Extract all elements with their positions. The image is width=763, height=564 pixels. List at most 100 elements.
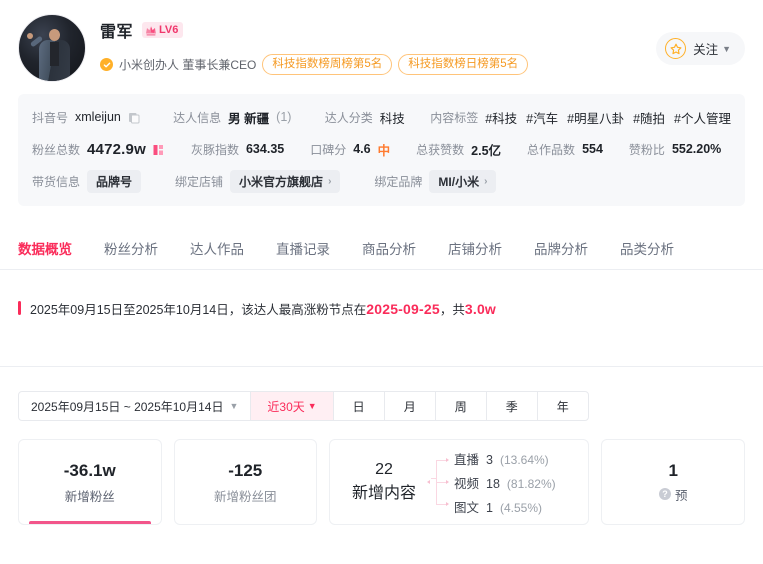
- field-commerce-info: 带货信息 品牌号: [32, 169, 142, 193]
- rank-pill-daily[interactable]: 科技指数榜日榜第5名: [398, 54, 529, 75]
- field-bound-shop-label: 绑定店铺: [175, 174, 224, 189]
- stat-total-likes-value: 2.5亿: [471, 143, 502, 158]
- field-content-tags-label: 内容标签: [430, 110, 479, 125]
- stat-total-fans-label: 粉丝总数: [32, 142, 81, 157]
- tab-data-overview[interactable]: 数据概览: [18, 226, 72, 270]
- follow-button-label: 关注: [693, 43, 719, 57]
- nickname: 雷军: [100, 24, 134, 41]
- field-commerce-info-label: 带货信息: [32, 174, 81, 189]
- tab-bar: 数据概览 粉丝分析 达人作品 直播记录 商品分析 店铺分析 品牌分析 品类分析: [0, 226, 763, 270]
- breakdown-count: 1: [486, 500, 493, 515]
- field-douyin-id-label: 抖音号: [32, 110, 69, 125]
- bound-shop-chip[interactable]: 小米官方旗舰店 ›: [230, 169, 341, 193]
- stat-total-fans: 粉丝总数 4472.9w: [32, 141, 165, 158]
- stat-total-works: 总作品数 554: [527, 141, 603, 158]
- metric-card-estimated[interactable]: 1 ? 预: [601, 439, 745, 525]
- breakdown-count: 18: [486, 476, 500, 491]
- chevron-right-icon: ›: [328, 175, 332, 187]
- crown-icon: [145, 25, 157, 36]
- field-creator-category: 达人分类 科技: [325, 108, 405, 127]
- date-toolbar: 2025年09月15日 ~ 2025年10月14日 ▼ 近30天 ▼ 日 月 周…: [0, 391, 763, 421]
- field-creator-info-value: 男 新疆: [228, 111, 270, 126]
- tab-product-analysis[interactable]: 商品分析: [362, 241, 416, 257]
- breakdown-name: 图文: [454, 500, 480, 515]
- level-badge-label: LV6: [159, 24, 179, 36]
- content-tag[interactable]: #个人管理: [674, 111, 731, 126]
- peak-growth-notice: 2025年09月15日至2025年10月14日，该达人最高涨粉节点在2025-0…: [0, 298, 763, 318]
- content-tag[interactable]: #汽车: [526, 111, 559, 126]
- stat-total-likes: 总获赞数 2.5亿: [416, 140, 501, 159]
- breakdown-connector: [426, 451, 449, 513]
- tab-shop-analysis[interactable]: 店铺分析: [448, 241, 502, 257]
- granularity-year[interactable]: 年: [536, 392, 588, 420]
- breakdown-percent: (4.55%): [499, 500, 542, 515]
- granularity-month[interactable]: 月: [383, 392, 435, 420]
- bar-chart-icon[interactable]: [153, 143, 165, 155]
- chevron-down-icon: ▼: [722, 43, 731, 54]
- name-row: 雷军 LV6: [100, 18, 745, 42]
- stat-like-fan-ratio-value: 552.20%: [671, 142, 722, 156]
- granularity-week[interactable]: 周: [434, 392, 486, 420]
- info-row-commerce: 带货信息 品牌号 绑定店铺 小米官方旗舰店 › 绑定品牌 MI/小米 ›: [32, 168, 731, 194]
- avatar-figure-hand: [27, 33, 33, 39]
- tab-category-analysis[interactable]: 品类分析: [620, 241, 674, 257]
- breakdown-name: 视频: [454, 476, 480, 491]
- tab-brand-analysis[interactable]: 品牌分析: [534, 241, 588, 257]
- content-tag[interactable]: #随拍: [633, 111, 666, 126]
- metric-card-new-fan-group[interactable]: -125 新增粉丝团: [173, 439, 317, 525]
- metric-new-content-value: 22: [375, 461, 393, 478]
- tab-live-records[interactable]: 直播记录: [276, 241, 330, 257]
- follow-button[interactable]: 关注 ▼: [656, 32, 745, 65]
- stat-huitun-index-label: 灰豚指数: [190, 142, 239, 157]
- rank-pill-weekly[interactable]: 科技指数榜周榜第5名: [262, 54, 393, 75]
- stat-total-fans-value: 4472.9w: [87, 140, 146, 158]
- avatar[interactable]: [18, 14, 86, 82]
- field-creator-category-label: 达人分类: [324, 110, 373, 125]
- metric-new-fans-value: -36.1w: [63, 460, 116, 480]
- bound-brand-name: MI/小米: [438, 174, 480, 189]
- metric-card-new-content[interactable]: 22 新增内容 直播 3: [329, 439, 590, 525]
- info-row-basic: 抖音号 xmleijun 达人信息 男 新疆 (1) 达人分类 科技: [32, 104, 731, 130]
- verification-text: 小米创办人 董事长兼CEO: [119, 58, 257, 72]
- notice-text: 2025年09月15日至2025年10月14日，该达人最高涨粉节点在2025-0…: [30, 299, 496, 318]
- copy-icon[interactable]: [128, 111, 140, 124]
- tab-creator-works[interactable]: 达人作品: [190, 241, 244, 257]
- commerce-type-chip: 品牌号: [87, 169, 142, 193]
- help-icon[interactable]: ?: [658, 488, 671, 500]
- metric-estimated: 1 ? 预: [658, 461, 687, 504]
- breakdown-percent: (81.82%): [506, 476, 556, 491]
- granularity-day[interactable]: 日: [332, 392, 384, 420]
- field-douyin-id-value: xmleijun: [75, 110, 121, 124]
- connector-arrow-top: [446, 457, 449, 462]
- stat-reputation-score-label: 口碑分: [310, 142, 347, 157]
- content-tag-list: #科技 #汽车 #明星八卦 #随拍 #个人管理: [485, 108, 731, 127]
- metric-new-fan-group-value: -125: [228, 460, 263, 480]
- section-divider: [0, 366, 763, 367]
- date-range-picker[interactable]: 2025年09月15日 ~ 2025年10月14日 ▼: [19, 392, 250, 420]
- stat-total-works-label: 总作品数: [527, 142, 576, 157]
- stat-like-fan-ratio-label: 赞粉比: [628, 142, 665, 157]
- level-badge: LV6: [142, 22, 184, 38]
- metric-card-row: -36.1w 新增粉丝 -125 新增粉丝团 22 新增内容: [0, 439, 763, 525]
- content-tag[interactable]: #明星八卦: [567, 111, 625, 126]
- field-creator-category-value: 科技: [379, 111, 405, 126]
- verified-icon: [100, 58, 113, 71]
- field-bound-shop: 绑定店铺 小米官方旗舰店 ›: [175, 169, 341, 193]
- date-preset-selector[interactable]: 近30天 ▼: [250, 392, 333, 420]
- avatar-figure-shirt: [50, 42, 59, 66]
- metric-card-new-fans[interactable]: -36.1w 新增粉丝: [18, 439, 162, 525]
- content-tag[interactable]: #科技: [485, 111, 518, 126]
- metric-new-content-label: 新增内容: [351, 485, 416, 502]
- breakdown-row-live: 直播 3 (13.64%): [454, 449, 556, 468]
- granularity-quarter[interactable]: 季: [485, 392, 537, 420]
- stat-reputation-score: 口碑分 4.6 中: [310, 140, 390, 159]
- info-panel: 抖音号 xmleijun 达人信息 男 新疆 (1) 达人分类 科技: [18, 94, 745, 206]
- breakdown-name: 直播: [454, 452, 480, 467]
- connector-arrow-inbound: [427, 479, 430, 484]
- info-row-stats: 粉丝总数 4472.9w 灰豚指数 634.35 口碑分 4.6: [32, 136, 731, 162]
- bound-brand-chip[interactable]: MI/小米 ›: [429, 169, 497, 193]
- chevron-right-icon: ›: [484, 175, 488, 187]
- tab-fan-analysis[interactable]: 粉丝分析: [104, 241, 158, 257]
- star-icon: [665, 38, 687, 59]
- content-breakdown-list: 直播 3 (13.64%) 视频 18 (81.82%) 图文 1 (4.55%…: [454, 449, 556, 516]
